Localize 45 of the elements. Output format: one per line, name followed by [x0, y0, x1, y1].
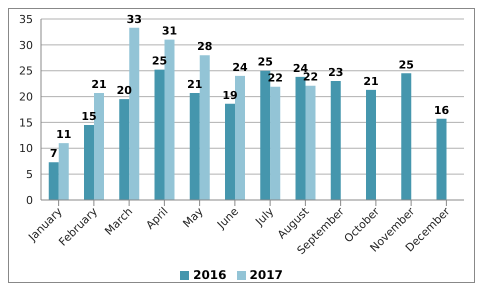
- data-label: 7: [50, 147, 58, 160]
- y-tick-label: 20: [19, 90, 33, 104]
- y-tick-label: 10: [19, 142, 33, 156]
- data-label: 25: [398, 58, 414, 72]
- data-label: 22: [302, 70, 318, 84]
- y-tick-label: 15: [19, 116, 33, 130]
- y-tick-label: 35: [19, 12, 33, 26]
- data-label: 20: [116, 84, 132, 98]
- bar: [436, 118, 447, 200]
- data-label: 23: [328, 66, 344, 80]
- data-label: 25: [152, 54, 168, 68]
- data-label: 21: [363, 74, 379, 88]
- data-label: 11: [56, 128, 72, 142]
- data-label: 15: [81, 110, 97, 124]
- y-tick-label: 25: [19, 64, 33, 78]
- bar: [306, 86, 316, 200]
- bar: [58, 143, 69, 200]
- bar: [154, 70, 165, 200]
- legend-label: 2016: [193, 268, 226, 282]
- data-label: 24: [232, 60, 248, 74]
- data-label: 33: [126, 12, 142, 26]
- bar: [366, 90, 376, 200]
- data-label: 21: [187, 78, 202, 91]
- bar: [94, 92, 104, 200]
- data-label: 16: [434, 104, 450, 117]
- bar: [48, 162, 59, 200]
- data-label: 28: [197, 40, 212, 54]
- bar: [119, 99, 130, 200]
- bar: [164, 40, 175, 200]
- data-label: 25: [258, 56, 273, 69]
- data-label: 19: [222, 88, 238, 102]
- y-tick-label: 30: [19, 38, 33, 52]
- legend-label: 2017: [250, 268, 283, 282]
- data-label: 31: [162, 24, 178, 38]
- bar: [84, 125, 94, 200]
- y-tick-label: 5: [26, 168, 33, 182]
- bar: [330, 81, 341, 200]
- bar: [235, 76, 246, 200]
- bar: [401, 73, 412, 200]
- y-tick-label: 0: [26, 194, 33, 207]
- data-label: 21: [91, 78, 107, 91]
- bar: [270, 86, 280, 200]
- bar: [190, 92, 200, 200]
- bar: [225, 104, 236, 200]
- bar: [260, 70, 270, 200]
